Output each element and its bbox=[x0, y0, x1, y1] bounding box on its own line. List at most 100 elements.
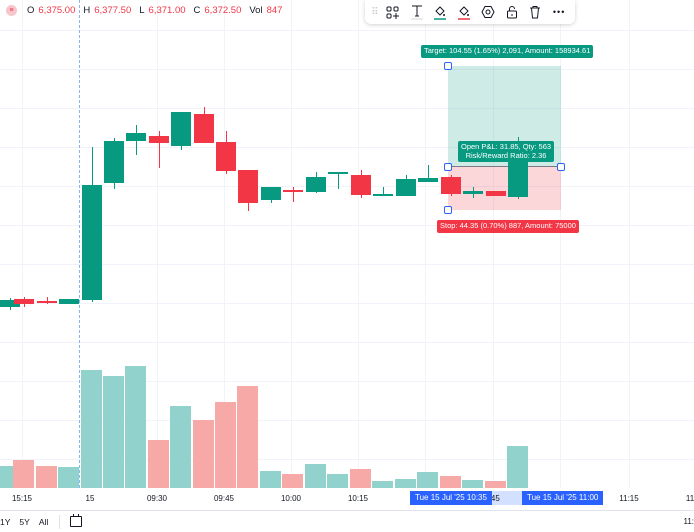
start-time-pill: Tue 15 Jul '25 10:35 bbox=[410, 491, 492, 505]
calendar-goto-icon[interactable] bbox=[70, 514, 83, 527]
range-all-button[interactable]: All bbox=[38, 516, 49, 527]
close-label: C bbox=[193, 5, 201, 16]
lock-icon[interactable] bbox=[500, 2, 524, 22]
grid-line bbox=[358, 0, 359, 488]
candle-wick bbox=[47, 297, 48, 304]
time-tick: 11:15 bbox=[619, 494, 639, 503]
fill-color-profit-icon[interactable] bbox=[428, 2, 452, 22]
close-value: 6,372.50 bbox=[204, 5, 242, 16]
time-axis[interactable]: 15:15 15 09:30 09:45 10:00 10:15 11:15 1… bbox=[0, 488, 694, 510]
grid-line bbox=[0, 108, 694, 109]
volume-bar bbox=[36, 466, 57, 488]
candle-body bbox=[306, 177, 326, 192]
volume-bar bbox=[372, 481, 393, 488]
target-label: Target: 104.55 (1.65%) 2,091, Amount: 15… bbox=[421, 45, 594, 58]
time-tick: 11 bbox=[685, 494, 694, 503]
open-value: 6,375.00 bbox=[38, 5, 76, 16]
candle-body bbox=[37, 301, 57, 303]
low-label: L bbox=[139, 5, 145, 16]
grid-line bbox=[0, 264, 694, 265]
grid-line bbox=[0, 342, 694, 343]
candle-body bbox=[261, 187, 281, 200]
bottom-toolbar: 1Y 5Y All 11: bbox=[0, 510, 694, 532]
volume-bar bbox=[237, 386, 258, 488]
entry-line[interactable] bbox=[448, 166, 561, 167]
grid-line bbox=[0, 147, 694, 148]
stop-handle[interactable] bbox=[444, 206, 452, 214]
candle-body bbox=[126, 133, 146, 141]
candle-body bbox=[149, 136, 169, 143]
candle-body bbox=[59, 299, 79, 304]
volume-bar bbox=[58, 467, 79, 488]
time-tick: 10:15 bbox=[347, 494, 369, 503]
chart-pane[interactable]: ≡ O 6,375.00 H 6,377.50 L 6,371.00 C 6,372.5… bbox=[0, 0, 694, 488]
volume-bar bbox=[327, 474, 348, 488]
drag-handle-icon[interactable]: ⠿ bbox=[371, 6, 379, 18]
volume-bar bbox=[81, 370, 102, 488]
candle-body bbox=[216, 142, 236, 171]
stop-label: Stop: 44.35 (0.70%) 887, Amount: 75000 bbox=[437, 220, 579, 233]
grid-line bbox=[0, 30, 694, 31]
more-icon[interactable]: ••• bbox=[552, 7, 566, 17]
grid-line bbox=[291, 0, 292, 488]
time-tick: 10:00 bbox=[280, 494, 302, 503]
candle-body bbox=[508, 159, 528, 197]
open-pnl-text: Open P&L: 31.85, Qty: 563 bbox=[461, 142, 552, 151]
time-tick: 0:45 bbox=[484, 494, 500, 503]
entry-left-handle[interactable] bbox=[444, 163, 452, 171]
grid-line bbox=[0, 420, 694, 421]
session-break-line bbox=[79, 0, 80, 488]
volume-label: Vol bbox=[249, 5, 263, 16]
target-handle[interactable] bbox=[444, 62, 452, 70]
volume-bar bbox=[507, 446, 528, 488]
volume-bar bbox=[148, 440, 169, 488]
grid-line bbox=[0, 459, 694, 460]
candle-body bbox=[441, 177, 461, 194]
menu-icon[interactable]: ≡ bbox=[6, 5, 17, 16]
volume-bar bbox=[125, 366, 146, 488]
candle-body bbox=[373, 194, 393, 196]
settings-icon[interactable] bbox=[476, 2, 500, 22]
candle-body bbox=[14, 299, 34, 304]
volume-bar bbox=[395, 479, 416, 488]
grid-line bbox=[0, 225, 694, 226]
candle-body bbox=[463, 191, 483, 194]
pnl-label: Open P&L: 31.85, Qty: 563 Risk/Reward Ra… bbox=[458, 141, 555, 163]
text-icon[interactable] bbox=[405, 2, 429, 22]
high-label: H bbox=[83, 5, 91, 16]
grid-line bbox=[22, 0, 23, 488]
range-1y-button[interactable]: 1Y bbox=[0, 516, 11, 527]
template-icon[interactable] bbox=[381, 2, 405, 22]
loss-zone[interactable] bbox=[448, 167, 561, 210]
candle-body bbox=[396, 179, 416, 196]
ohlc-legend: ≡ O 6,375.00 H 6,377.50 L 6,371.00 C 6,372.5… bbox=[6, 5, 286, 16]
fill-color-loss-icon[interactable] bbox=[452, 2, 476, 22]
volume-bar bbox=[417, 472, 438, 488]
candle-body bbox=[328, 172, 348, 174]
candle-body bbox=[82, 185, 102, 300]
entry-right-handle[interactable] bbox=[557, 163, 565, 171]
candle-body bbox=[194, 114, 214, 143]
grid-line bbox=[629, 0, 630, 488]
candle-body bbox=[238, 170, 258, 203]
grid-line bbox=[157, 0, 158, 488]
time-tick: 15:15 bbox=[11, 494, 33, 503]
grid-line bbox=[425, 0, 426, 488]
grid-line bbox=[224, 0, 225, 488]
volume-bar bbox=[485, 481, 506, 488]
grid-line bbox=[493, 0, 494, 488]
volume-bar bbox=[215, 402, 236, 488]
trash-icon[interactable] bbox=[523, 2, 547, 22]
candle-wick bbox=[338, 172, 339, 189]
volume-bar bbox=[305, 464, 326, 488]
candle-body bbox=[283, 190, 303, 192]
volume-bar bbox=[440, 476, 461, 488]
candle-body bbox=[171, 112, 191, 146]
candle-body bbox=[104, 141, 124, 183]
time-tick: 15 bbox=[85, 494, 95, 503]
time-tick: 09:45 bbox=[213, 494, 235, 503]
candle-wick bbox=[383, 187, 384, 195]
open-label: O bbox=[27, 5, 35, 16]
range-5y-button[interactable]: 5Y bbox=[19, 516, 30, 527]
candle-body bbox=[351, 175, 371, 195]
